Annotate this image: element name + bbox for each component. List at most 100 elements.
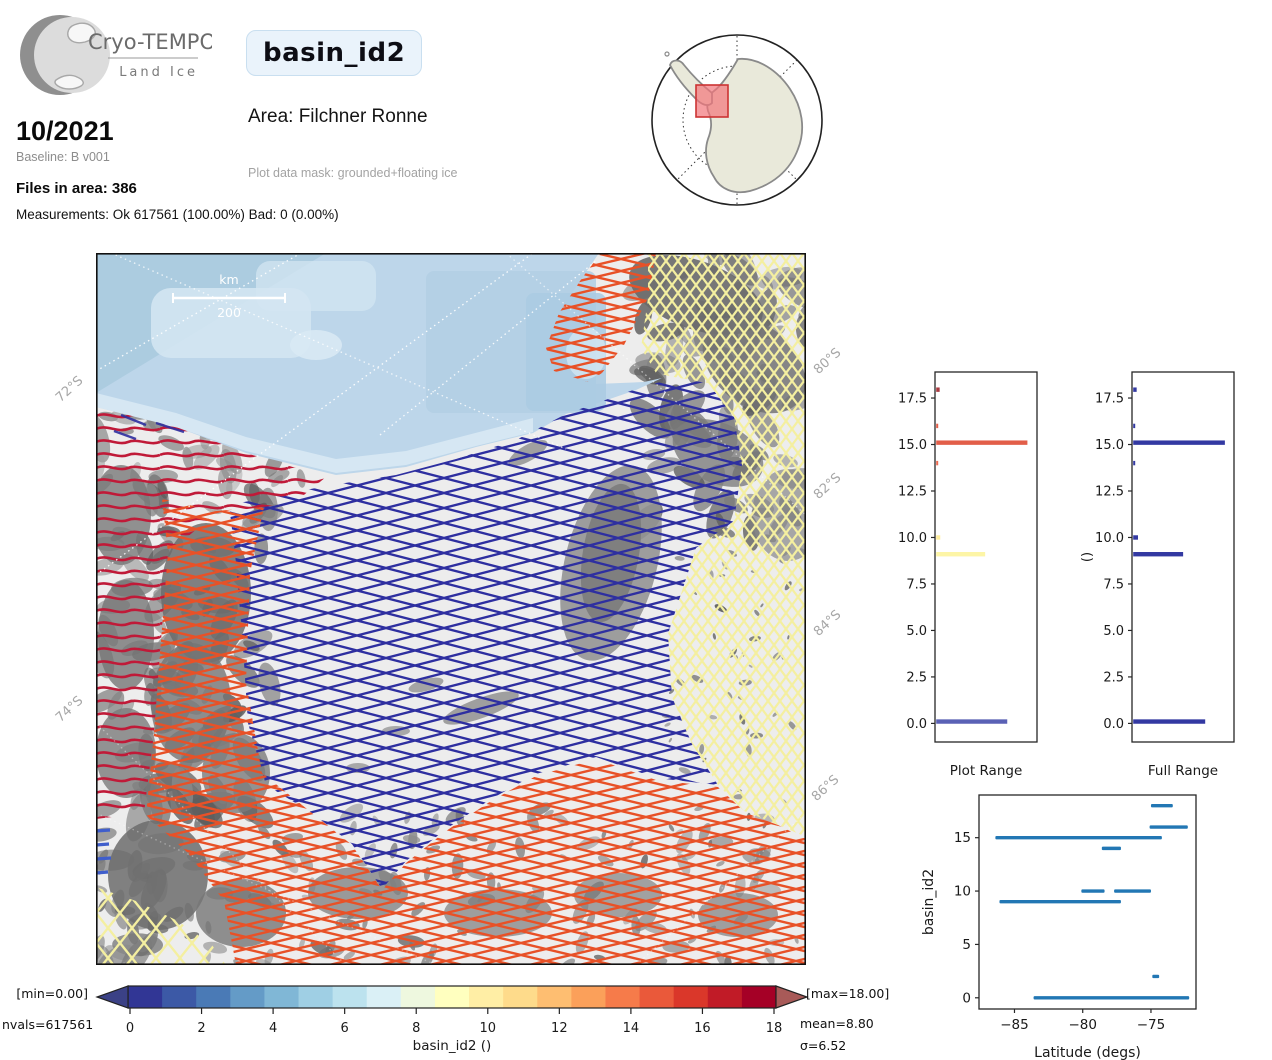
colorbar-max-label: [max=18.00] <box>806 986 890 1001</box>
svg-text:5.0: 5.0 <box>1103 624 1124 639</box>
svg-text:12.5: 12.5 <box>898 484 927 499</box>
svg-text:10: 10 <box>480 1021 497 1036</box>
svg-text:12: 12 <box>551 1021 568 1036</box>
area-label: Area: Filchner Ronne <box>248 106 428 127</box>
files-in-area-label: Files in area: 386 <box>16 180 137 197</box>
histogram-bar <box>1133 552 1184 557</box>
histogram-bar <box>936 535 941 540</box>
svg-text:200: 200 <box>217 305 241 320</box>
svg-text:2.5: 2.5 <box>906 670 927 685</box>
colorbar-graphic: 0 2 4 6 8 10 12 14 16 18 basin_id2 () <box>95 985 809 1054</box>
svg-text:10.0: 10.0 <box>1095 531 1124 546</box>
svg-text:15: 15 <box>954 830 971 846</box>
histogram-bar <box>936 719 1008 724</box>
scatter-segment <box>1152 974 1160 979</box>
basin-17-tracks <box>96 407 326 819</box>
scatter-segment <box>1149 825 1188 829</box>
baseline-label: Baseline: B v001 <box>16 150 110 164</box>
scale-bar: km 200 <box>172 272 286 320</box>
lat-label: 74°S <box>53 693 87 726</box>
basin-5-track-mark <box>96 842 110 847</box>
svg-text:Plot Range: Plot Range <box>950 763 1023 779</box>
svg-text:14: 14 <box>623 1021 640 1036</box>
lat-label: 82°S <box>811 470 845 503</box>
svg-text:0: 0 <box>126 1021 134 1036</box>
full-range-histogram: 0.0 2.5 5.0 7.5 10.0 12.5 15.0 17.5 Full Range () <box>1075 360 1245 790</box>
colorbar-mean-label: mean=8.80 <box>800 1016 874 1031</box>
svg-text:8: 8 <box>412 1021 420 1036</box>
lat-label: 84°S <box>811 607 845 640</box>
scatter-segment <box>1033 996 1190 1000</box>
scatter-segment <box>995 835 1162 840</box>
histogram-bar <box>936 387 940 392</box>
scatter-segment <box>999 900 1121 904</box>
svg-text:0: 0 <box>962 990 971 1006</box>
basin-0-tracks <box>229 378 742 889</box>
basin-9-tracks-corner <box>96 887 226 965</box>
svg-text:2: 2 <box>197 1021 205 1036</box>
lat-label: 80°S <box>811 345 845 378</box>
histogram-bar <box>936 552 986 557</box>
main-map-graphic: km 200 <box>96 253 806 965</box>
svg-text:0.0: 0.0 <box>906 717 927 732</box>
latitude-profile-plot: −85 −80 −75 0 5 10 15 Latitude (degs) basin_id2 <box>915 770 1215 1060</box>
basin-9-tracks <box>641 253 806 837</box>
basin-5-track-mark <box>96 870 109 875</box>
colorbar-sigma-label: σ=6.52 <box>800 1038 847 1053</box>
svg-text:10.0: 10.0 <box>898 531 927 546</box>
svg-text:2.5: 2.5 <box>1103 670 1124 685</box>
svg-text:17.5: 17.5 <box>1095 392 1124 407</box>
measurements-label: Measurements: Ok 617561 (100.00%) Bad: 0… <box>16 207 339 222</box>
svg-text:17.5: 17.5 <box>898 392 927 407</box>
cryo-tempo-logo: Cryo-TEMPO Land Ice <box>12 6 212 102</box>
scatter-segment <box>1114 889 1151 893</box>
lat-label: 72°S <box>53 373 87 406</box>
plot-mask-label: Plot data mask: grounded+floating ice <box>248 166 458 180</box>
svg-text:12.5: 12.5 <box>1095 484 1124 499</box>
scatter-segment <box>1101 846 1121 851</box>
plot-range-graphic: 0.0 2.5 5.0 7.5 10.0 12.5 15.0 17.5 Plot Range <box>898 371 1038 779</box>
colorbar-min-label: [min=0.00] <box>16 986 88 1001</box>
main-map: km 200 <box>96 253 806 965</box>
svg-text:10: 10 <box>954 884 971 900</box>
svg-text:5: 5 <box>962 937 971 953</box>
histogram-bar <box>1133 460 1136 466</box>
svg-text:−75: −75 <box>1137 1017 1166 1033</box>
svg-text:6: 6 <box>341 1021 349 1036</box>
histogram-bar <box>1133 387 1137 392</box>
svg-text:5.0: 5.0 <box>906 624 927 639</box>
svg-text:Cryo-TEMPO: Cryo-TEMPO <box>88 30 212 54</box>
scatter-segment <box>1081 889 1105 893</box>
svg-text:15.0: 15.0 <box>898 438 927 453</box>
histogram-bar <box>1133 423 1136 429</box>
svg-text:−80: −80 <box>1068 1017 1097 1033</box>
basin-5-track-mark <box>96 828 111 833</box>
histogram-bar <box>1133 440 1225 445</box>
svg-text:Full Range: Full Range <box>1148 763 1218 779</box>
latitude-profile-graphic: −85 −80 −75 0 5 10 15 Latitude (degs) basin_id2 <box>921 794 1197 1060</box>
full-range-graphic: 0.0 2.5 5.0 7.5 10.0 12.5 15.0 17.5 Full Range () <box>1080 371 1235 779</box>
svg-text:16: 16 <box>694 1021 711 1036</box>
svg-text:km: km <box>219 272 238 287</box>
svg-text:basin_id2 (): basin_id2 () <box>413 1038 492 1054</box>
plot-range-histogram: 0.0 2.5 5.0 7.5 10.0 12.5 15.0 17.5 Plot Range <box>885 360 1050 790</box>
svg-text:15.0: 15.0 <box>1095 438 1124 453</box>
variable-title-badge: basin_id2 <box>246 30 423 76</box>
svg-text:Latitude (degs): Latitude (degs) <box>1034 1045 1141 1060</box>
svg-text:7.5: 7.5 <box>906 577 927 592</box>
svg-text:4: 4 <box>269 1021 277 1036</box>
svg-text:−85: −85 <box>1000 1017 1029 1033</box>
logo-graphic: Cryo-TEMPO Land Ice <box>20 15 212 95</box>
histogram-bar <box>1133 535 1138 540</box>
lat-label: 86°S <box>809 772 843 805</box>
colorbar-nvals-label: nvals=617561 <box>2 1017 94 1032</box>
colorbar-under-arrow <box>95 985 129 1009</box>
colorbar-over-arrow <box>775 985 809 1009</box>
basin-15-tracks-north <box>546 253 656 382</box>
histogram-bar <box>936 423 939 429</box>
svg-text:basin_id2: basin_id2 <box>921 869 937 935</box>
antarctica-locator-map <box>650 33 824 207</box>
colorbar: 0 2 4 6 8 10 12 14 16 18 basin_id2 () <box>90 980 820 1060</box>
date-label: 10/2021 <box>16 116 114 146</box>
